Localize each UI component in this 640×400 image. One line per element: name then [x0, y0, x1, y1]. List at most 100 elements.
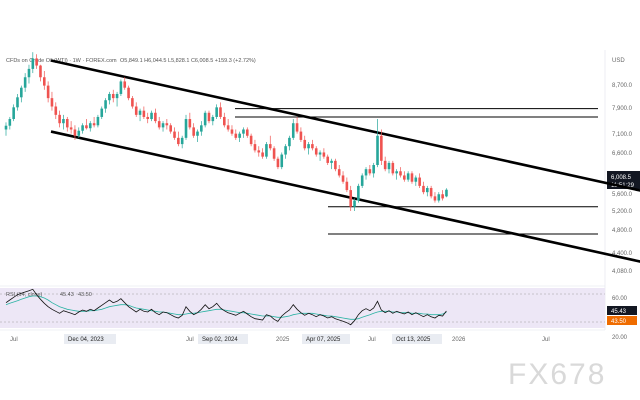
candle-body [238, 133, 241, 138]
candle-body [115, 93, 119, 99]
candle-body [196, 131, 199, 136]
candle-body [429, 187, 433, 197]
candle-body [226, 125, 230, 130]
candle-body [288, 137, 291, 147]
rsi-value-tag [607, 306, 637, 315]
candle-body [31, 58, 35, 69]
candle-body [165, 123, 169, 126]
rsi-value-tag-text: 45.43 [611, 309, 627, 315]
candle-body [4, 125, 8, 130]
price-tick-3: 7,100.0 [612, 132, 633, 138]
candle-body [437, 194, 441, 201]
annotation-layer [50, 59, 640, 263]
candles-layer [4, 52, 448, 211]
candle-body [433, 196, 437, 201]
candle-body [242, 129, 245, 134]
candle-body [314, 148, 318, 155]
candle-body [414, 177, 418, 182]
candle-body [134, 106, 138, 115]
candle-body [272, 148, 276, 159]
candle-body [387, 162, 391, 170]
price-tick-9: 4,080.0 [612, 269, 633, 275]
candle-body [88, 123, 92, 129]
candle-body [219, 107, 222, 117]
price-tick-6: 5,200.0 [612, 209, 633, 215]
candle-body [85, 125, 88, 129]
candle-body [100, 108, 104, 117]
candle-body [96, 116, 100, 126]
candle-body [364, 169, 368, 176]
candle-body [77, 130, 81, 136]
price-tick-4: 6,600.0 [612, 151, 633, 157]
time-label-1: Jul [10, 337, 18, 343]
candle-body [43, 77, 46, 86]
candle-body [441, 194, 444, 199]
candle-body [349, 190, 352, 207]
candle-body [245, 129, 249, 136]
candle-body [16, 97, 19, 108]
candle-body [81, 125, 84, 131]
candle-body [234, 133, 238, 138]
candle-body [426, 187, 429, 193]
candle-body [334, 160, 337, 170]
candle-body [50, 98, 54, 107]
candle-body [422, 185, 425, 193]
candle-body [357, 185, 360, 201]
candle-body [406, 173, 410, 180]
candle-body [403, 175, 406, 180]
candle-body [211, 116, 215, 122]
candle-body [123, 81, 127, 88]
candle-body [69, 127, 73, 130]
time-label-10: Jul [542, 337, 550, 343]
candle-body [177, 137, 180, 145]
candle-body [383, 160, 387, 170]
candle-body [27, 68, 31, 78]
time-marker-box-4 [392, 334, 442, 344]
candle-body [39, 65, 42, 78]
chart-ohlc-readout: O5,849.1 H6,044.5 L5,828.1 C6,008.5 +159… [120, 58, 256, 64]
candle-body [150, 112, 153, 120]
rsi-layer [5, 288, 447, 326]
time-label-9: 2026 [452, 337, 466, 343]
chart-symbol-title: CFDs on Crude Oil (WTI) · 1W · FOREX.com [6, 58, 117, 64]
candle-body [249, 135, 253, 145]
candle-body [418, 177, 421, 186]
candle-body [303, 139, 307, 149]
candle-body [12, 107, 15, 120]
candle-body [180, 137, 184, 145]
time-marker-box-2 [198, 334, 248, 344]
candle-body [62, 119, 65, 124]
watermark-logo: FX678 [508, 358, 606, 391]
price-tick-7: 4,800.0 [612, 228, 633, 234]
candle-body [337, 169, 341, 176]
candle-body [380, 135, 383, 161]
candle-body [46, 85, 50, 99]
candle-body [445, 189, 448, 197]
candle-body [119, 81, 123, 94]
candle-body [268, 144, 272, 149]
rsi-title: RSI (14, close) [6, 292, 43, 298]
rsi-legend-ma: 43.50 [78, 292, 92, 298]
candle-body [295, 123, 299, 132]
candle-body [73, 129, 77, 136]
candle-body [192, 127, 195, 136]
candle-body [23, 77, 27, 88]
last-price-value: 6,008.5 [611, 175, 632, 181]
time-label-7: Jul [368, 337, 376, 343]
candle-body [326, 156, 330, 163]
candle-body [8, 119, 12, 126]
candle-body [360, 175, 364, 186]
channel-lower-line [50, 130, 640, 263]
candle-body [322, 152, 326, 157]
candle-body [169, 125, 172, 132]
candle-body [154, 112, 157, 122]
rsi-tick-60: 60.00 [612, 296, 628, 302]
rsi-ma-tag [607, 316, 637, 325]
candle-body [161, 123, 165, 128]
rsi-legend-value: 45.43 [60, 292, 74, 298]
candle-body [104, 100, 107, 109]
candle-body [138, 110, 142, 115]
candle-body [391, 162, 395, 174]
candle-body [291, 123, 295, 138]
